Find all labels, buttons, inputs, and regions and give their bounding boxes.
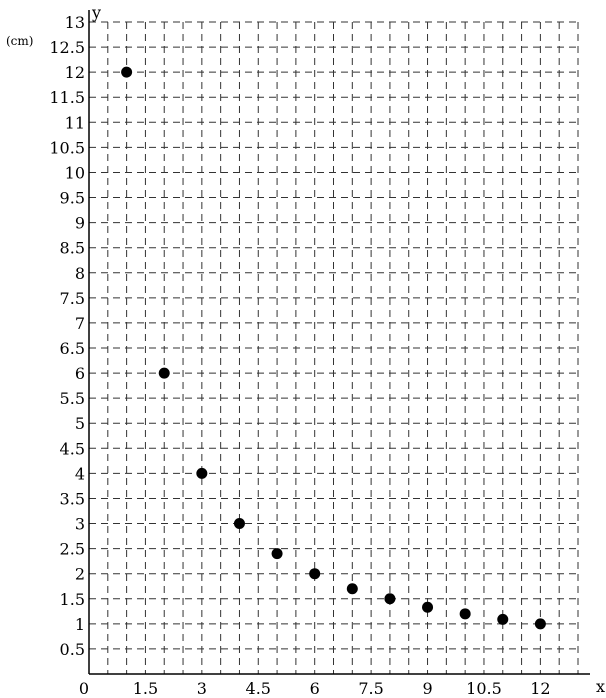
y-tick-label: 1 bbox=[75, 615, 85, 634]
y-tick-label: 9 bbox=[75, 214, 85, 233]
y-tick-label: 6 bbox=[75, 364, 85, 383]
x-tick-label: 3 bbox=[197, 679, 207, 698]
data-point bbox=[233, 518, 245, 530]
y-tick-label: 4 bbox=[75, 464, 85, 483]
data-point bbox=[346, 583, 358, 595]
data-point bbox=[534, 618, 546, 630]
y-tick-label: 11 bbox=[65, 113, 85, 132]
data-point bbox=[384, 593, 396, 605]
y-tick-labels: 0.511.522.533.544.555.566.577.588.599.51… bbox=[49, 13, 85, 659]
y-tick-label: 3 bbox=[75, 515, 85, 534]
y-unit-label: (cm) bbox=[6, 34, 33, 48]
data-point bbox=[309, 568, 321, 580]
y-tick-label: 10 bbox=[65, 163, 85, 182]
x-tick-label: 12 bbox=[530, 679, 550, 698]
axes bbox=[88, 10, 590, 675]
y-tick-label: 6.5 bbox=[60, 339, 85, 358]
data-point bbox=[121, 66, 133, 78]
y-tick-label: 12.5 bbox=[49, 38, 85, 57]
y-tick-label: 2.5 bbox=[60, 540, 85, 559]
y-tick-label: 12 bbox=[65, 63, 85, 82]
grid bbox=[89, 21, 579, 674]
y-tick-label: 2 bbox=[75, 565, 85, 584]
y-tick-label: 5 bbox=[75, 414, 85, 433]
data-point bbox=[196, 467, 208, 479]
data-point bbox=[271, 548, 283, 560]
y-tick-label: 7.5 bbox=[60, 289, 85, 308]
data-point bbox=[459, 608, 471, 620]
x-tick-label: 6 bbox=[310, 679, 320, 698]
y-tick-label: 11.5 bbox=[49, 88, 85, 107]
y-tick-label: 5.5 bbox=[60, 389, 85, 408]
data-point bbox=[422, 601, 434, 613]
x-tick-label: 7.5 bbox=[358, 679, 383, 698]
y-tick-label: 9.5 bbox=[60, 189, 85, 208]
x-axis-label: x bbox=[596, 677, 605, 696]
x-tick-label: 9 bbox=[422, 679, 432, 698]
y-tick-label: 1.5 bbox=[60, 590, 85, 609]
x-tick-labels: 0 1.5 3 4.5 6 7.5 9 10.5 12 bbox=[79, 679, 551, 698]
y-tick-label: 8 bbox=[75, 264, 85, 283]
data-point bbox=[158, 367, 170, 379]
y-tick-label: 13 bbox=[65, 13, 85, 32]
y-tick-label: 8.5 bbox=[60, 239, 85, 258]
x-tick-label: 10.5 bbox=[466, 679, 502, 698]
y-tick-label: 3.5 bbox=[60, 489, 85, 508]
y-tick-label: 7 bbox=[75, 314, 85, 333]
y-tick-label: 10.5 bbox=[49, 138, 85, 157]
origin-label: 0 bbox=[79, 679, 89, 698]
y-tick-label: 0.5 bbox=[60, 640, 85, 659]
data-points bbox=[121, 66, 546, 630]
y-tick-label: 4.5 bbox=[60, 439, 85, 458]
data-point bbox=[497, 613, 509, 625]
y-axis-label: y bbox=[91, 3, 101, 22]
x-tick-label: 4.5 bbox=[246, 679, 271, 698]
x-tick-label: 1.5 bbox=[133, 679, 158, 698]
